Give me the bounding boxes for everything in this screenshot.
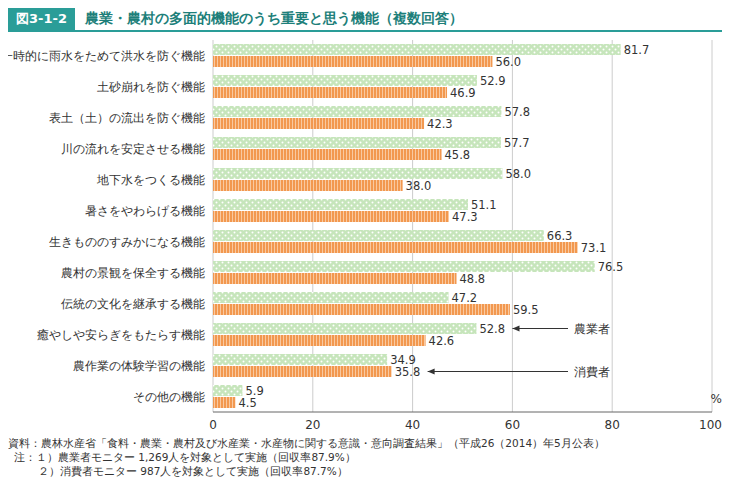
svg-text:56.0: 56.0 [495,55,521,69]
svg-text:81.7: 81.7 [624,43,650,57]
svg-text:66.3: 66.3 [547,229,573,243]
svg-text:20: 20 [305,418,320,432]
svg-text:60: 60 [505,418,520,432]
svg-text:表土（土）の流出を防ぐ機能: 表土（土）の流出を防ぐ機能 [49,111,205,125]
html-text:資料：農林水産省「食料・農業・農村及び水産業・水産物に関する: 資料：農林水産省「食料・農業・農村及び水産業・水産物に関する意識・意向調査結果」… [8,437,605,449]
svg-text:42.3: 42.3 [427,117,453,131]
svg-text:35.8: 35.8 [395,365,421,379]
svg-text:57.8: 57.8 [504,105,530,119]
svg-text:癒やしや安らぎをもたらす機能: 癒やしや安らぎをもたらす機能 [37,328,205,342]
svg-text:地下水をつくる機能: 地下水をつくる機能 [96,173,205,187]
svg-text:52.9: 52.9 [480,74,506,88]
svg-text:4.5: 4.5 [238,396,256,410]
svg-text:38.0: 38.0 [406,179,432,193]
svg-text:42.6: 42.6 [429,334,455,348]
svg-text:100: 100 [699,418,722,432]
svg-text:80: 80 [605,418,620,432]
svg-text:40: 40 [405,418,420,432]
svg-text:農業者: 農業者 [574,322,610,336]
svg-text:47.2: 47.2 [452,291,478,305]
svg-text:5.9: 5.9 [245,383,264,398]
svg-text:47.3: 47.3 [452,210,478,224]
svg-text:57.7: 57.7 [504,136,530,150]
svg-text:76.5: 76.5 [598,260,624,274]
svg-text:58.0: 58.0 [505,167,531,181]
svg-text:46.9: 46.9 [450,86,476,100]
html-text:注：１）農業者モニター 1,269人を対象として実施（回収率: 注：１）農業者モニター 1,269人を対象として実施（回収率87.9%） [14,451,356,463]
svg-text:73.1: 73.1 [581,241,607,255]
html-text:農業・農村の多面的機能のうち重要と思う機能（複数回答）: 農業・農村の多面的機能のうち重要と思う機能（複数回答） [84,10,463,26]
html-text:２）消費者モニター 987人を対象として実施（回収率87.7: ２）消費者モニター 987人を対象として実施（回収率87.7%） [38,465,348,477]
svg-text:消費者: 消費者 [574,365,610,379]
svg-text:伝統の文化を継承する機能: 伝統の文化を継承する機能 [61,297,205,311]
svg-text:34.9: 34.9 [390,352,416,367]
html-text:図3-1-2: 図3-1-2 [16,11,67,26]
svg-text:0: 0 [209,418,217,432]
svg-text:59.5: 59.5 [513,303,539,317]
svg-text:52.8: 52.8 [479,322,505,336]
svg-text:45.8: 45.8 [445,148,471,162]
svg-text:48.8: 48.8 [460,272,486,286]
svg-text:51.1: 51.1 [471,197,497,212]
svg-text:農村の景観を保全する機能: 農村の景観を保全する機能 [61,266,205,280]
svg-text:暑さをやわらげる機能: 暑さをやわらげる機能 [85,204,205,218]
svg-text:土砂崩れを防ぐ機能: 土砂崩れを防ぐ機能 [97,80,205,94]
svg-text:一時的に雨水をためて洪水を防ぐ機能: 一時的に雨水をためて洪水を防ぐ機能 [8,49,205,63]
svg-text:農作業の体験学習の機能: 農作業の体験学習の機能 [73,359,205,373]
svg-text:川の流れを安定させる機能: 川の流れを安定させる機能 [61,142,205,156]
svg-text:その他の機能: その他の機能 [133,390,205,404]
svg-text:生きもののすみかになる機能: 生きもののすみかになる機能 [49,235,205,249]
